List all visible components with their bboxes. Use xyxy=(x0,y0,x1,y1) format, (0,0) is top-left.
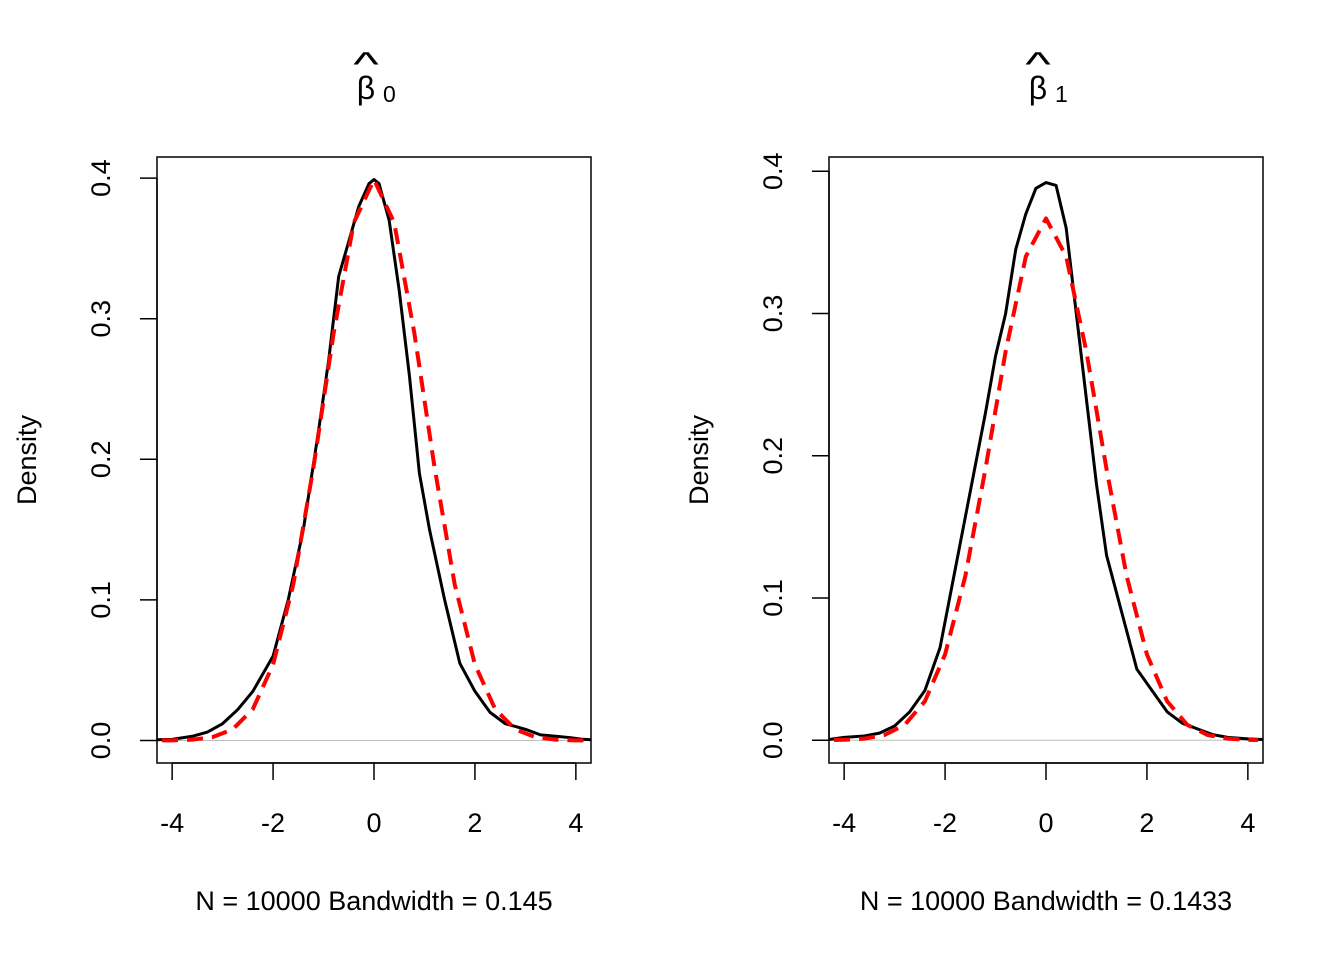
x-tick-label: 0 xyxy=(1038,808,1053,838)
x-tick-label: 4 xyxy=(568,808,583,838)
x-tick-label: -4 xyxy=(832,808,856,838)
title-hat: ^ xyxy=(353,45,379,83)
x-tick-label: 2 xyxy=(1139,808,1154,838)
y-tick-label: 0.4 xyxy=(758,152,788,190)
title-beta-symbol: β xyxy=(1029,70,1047,106)
y-tick-label: 0.1 xyxy=(758,579,788,617)
plot-frame xyxy=(828,156,1264,764)
x-tick-label: -2 xyxy=(933,808,957,838)
y-tick-label: 0.2 xyxy=(86,441,116,479)
normal-density-dashed-line xyxy=(834,216,1258,742)
y-axis-label: Density xyxy=(12,414,42,505)
density-plot-beta1: -4 -2 0 2 4 0.0 0.1 0.2 0.3 0.4 Density N = 10000 B… xyxy=(684,45,1264,916)
title-subscript: 1 xyxy=(1055,81,1068,107)
y-axis-label: Density xyxy=(684,414,714,505)
normal-density-dashed-line xyxy=(162,177,586,743)
kernel-density-line xyxy=(828,181,1264,742)
y-tick-label: 0.3 xyxy=(86,300,116,338)
plot-title: β^0 xyxy=(353,45,396,107)
title-beta-symbol: β xyxy=(357,70,375,106)
x-tick-label: 0 xyxy=(366,808,381,838)
x-tick-label: -2 xyxy=(261,808,285,838)
x-tick-label: 4 xyxy=(1240,808,1255,838)
plot-title: β^1 xyxy=(1025,45,1068,107)
x-axis-label: N = 10000 Bandwidth = 0.1433 xyxy=(860,886,1232,916)
plot-frame xyxy=(156,156,592,764)
y-tick-label: 0.2 xyxy=(758,437,788,475)
y-tick-label: 0.0 xyxy=(86,722,116,760)
x-tick-label: 2 xyxy=(467,808,482,838)
kernel-density-line xyxy=(156,178,592,742)
x-axis-label: N = 10000 Bandwidth = 0.145 xyxy=(195,886,552,916)
y-tick-label: 0.1 xyxy=(86,581,116,619)
y-tick-label: 0.0 xyxy=(758,721,788,759)
x-tick-label: -4 xyxy=(160,808,184,838)
density-plot-beta0: -4 -2 0 2 4 0.0 0.1 0.2 0.3 0.4 Density N = 10000 B… xyxy=(12,45,592,916)
title-hat: ^ xyxy=(1025,45,1051,83)
y-tick-label: 0.3 xyxy=(758,295,788,333)
title-subscript: 0 xyxy=(383,81,396,107)
y-tick-label: 0.4 xyxy=(86,159,116,197)
